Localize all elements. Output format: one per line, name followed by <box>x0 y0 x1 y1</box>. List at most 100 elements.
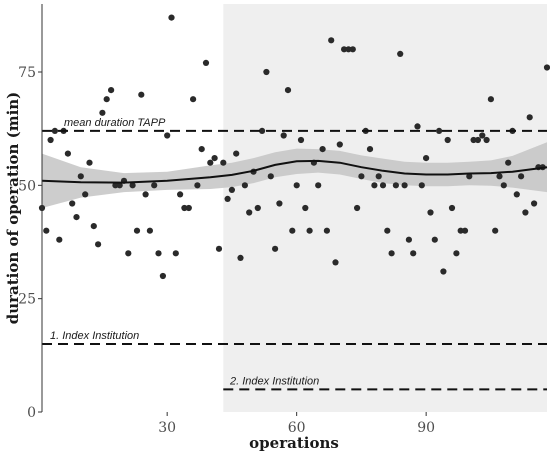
data-point <box>505 159 512 166</box>
data-point <box>108 87 115 94</box>
data-point <box>241 182 248 189</box>
data-point <box>237 254 244 261</box>
data-point <box>388 250 395 257</box>
data-point <box>142 191 149 198</box>
data-point <box>444 136 451 144</box>
data-point <box>306 227 313 234</box>
y-tick-label: 25 <box>18 292 36 308</box>
data-point <box>397 50 404 58</box>
data-point <box>51 127 59 134</box>
data-point <box>531 200 538 207</box>
y-tick-label: 75 <box>18 65 36 81</box>
data-point <box>280 132 287 139</box>
data-point <box>220 159 227 166</box>
data-point <box>185 204 192 212</box>
data-point <box>410 250 417 257</box>
data-point <box>272 245 279 252</box>
data-point <box>487 96 494 103</box>
data-point <box>215 245 223 252</box>
data-point <box>436 127 443 134</box>
data-point <box>349 46 356 53</box>
data-point <box>414 123 421 130</box>
shaded-region <box>223 4 548 412</box>
data-point <box>336 141 343 148</box>
data-point <box>172 250 179 257</box>
y-axis-title: duration of operation (min) <box>4 92 22 325</box>
data-point <box>90 223 97 230</box>
data-point <box>384 227 391 234</box>
data-point <box>418 182 425 189</box>
data-point <box>43 227 50 234</box>
data-point <box>82 191 89 198</box>
data-point <box>211 155 218 162</box>
x-tick-label: 30 <box>158 420 176 436</box>
data-point <box>86 159 93 166</box>
data-point <box>194 182 201 189</box>
data-point <box>159 272 166 280</box>
data-point <box>64 150 71 157</box>
data-point <box>341 46 348 53</box>
data-point <box>228 186 235 193</box>
data-point <box>431 236 438 243</box>
data-point <box>345 46 352 53</box>
data-point <box>405 236 412 243</box>
data-point <box>470 136 477 144</box>
x-tick-label: 90 <box>417 420 435 436</box>
data-point <box>177 191 184 198</box>
data-point <box>543 64 550 71</box>
data-point <box>190 96 197 103</box>
y-tick-label: 0 <box>27 405 36 421</box>
data-point <box>332 259 339 266</box>
data-point <box>358 173 365 180</box>
data-point <box>466 173 473 180</box>
data-point <box>319 146 326 153</box>
data-point <box>246 209 253 216</box>
data-point <box>297 136 305 144</box>
data-point <box>315 182 322 189</box>
data-point <box>453 250 460 257</box>
reference-line-label: mean duration TAPP <box>64 117 166 129</box>
data-point <box>474 136 481 144</box>
data-point <box>492 227 499 234</box>
data-point <box>133 227 141 234</box>
data-point <box>233 150 240 157</box>
data-point <box>366 146 374 153</box>
data-point <box>427 209 434 216</box>
data-point <box>151 182 158 189</box>
data-point <box>224 195 231 202</box>
data-point <box>500 182 507 189</box>
data-point <box>267 173 274 180</box>
data-point <box>392 182 399 189</box>
data-point <box>379 182 387 189</box>
x-axis-title: operations <box>249 434 339 452</box>
data-point <box>375 173 382 180</box>
data-point <box>328 37 335 44</box>
data-point <box>522 209 529 216</box>
smooth-line <box>41 159 548 184</box>
data-point <box>146 227 153 234</box>
x-tick-label: 60 <box>288 420 306 436</box>
data-point <box>202 59 210 66</box>
data-point <box>423 155 430 162</box>
data-point <box>207 159 214 166</box>
data-point <box>103 96 110 103</box>
data-point <box>483 136 490 144</box>
data-point <box>293 182 300 189</box>
data-point <box>526 114 533 121</box>
data-point <box>457 227 464 234</box>
data-point <box>513 191 520 198</box>
data-point <box>289 227 296 234</box>
data-point <box>198 146 205 153</box>
data-point <box>440 268 447 275</box>
reference-line-label: 2. Index Institution <box>229 375 319 387</box>
data-point <box>401 182 408 189</box>
data-point <box>461 227 469 234</box>
data-point <box>112 182 119 189</box>
data-point <box>479 132 486 139</box>
data-point <box>448 204 456 212</box>
y-tick-label: 50 <box>18 178 36 194</box>
data-point <box>47 136 54 144</box>
data-point <box>69 200 76 207</box>
data-point <box>138 91 145 98</box>
